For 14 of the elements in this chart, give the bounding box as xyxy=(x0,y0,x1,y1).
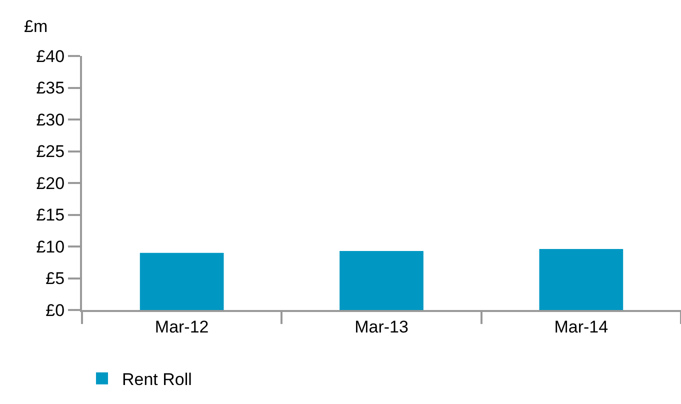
x-tick-label: Mar-13 xyxy=(354,317,408,336)
y-tick-label: £35 xyxy=(36,78,65,98)
y-tick-label: £0 xyxy=(46,300,65,320)
x-tick-label: Mar-14 xyxy=(554,317,608,336)
y-tick-label: £30 xyxy=(36,110,65,130)
y-tick-label: £25 xyxy=(36,142,65,162)
y-axis-title: £m xyxy=(24,17,48,36)
y-tick-label: £15 xyxy=(36,206,65,225)
x-tick-label: Mar-12 xyxy=(154,317,209,336)
y-tick-label: £10 xyxy=(36,237,65,256)
legend-label: Rent Roll xyxy=(122,370,192,389)
y-tick-label: £5 xyxy=(46,269,65,288)
y-tick-label: £40 xyxy=(36,46,65,66)
y-tick-label: £20 xyxy=(36,174,65,193)
